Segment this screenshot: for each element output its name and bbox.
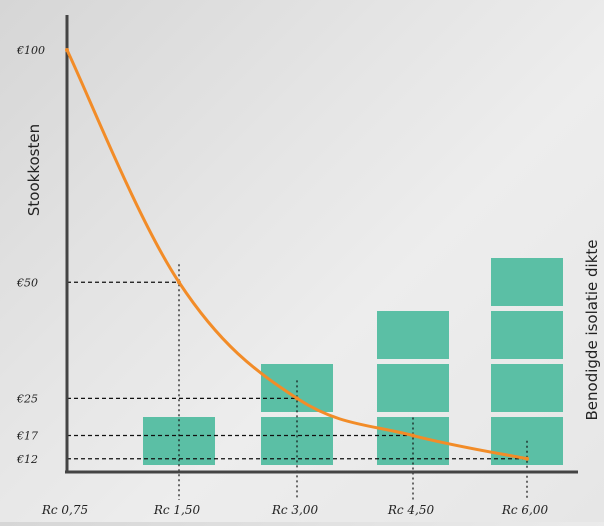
y-tick-labels: €100 €50 €25 €17 €12 [16, 44, 45, 466]
series-lines [65, 48, 529, 461]
x-tick-label: Rc 1,50 [153, 503, 201, 517]
insulation-block [261, 364, 333, 412]
x-tick-label: Rc 6,00 [501, 503, 549, 517]
axes [65, 15, 578, 474]
y-tick-label: €12 [16, 453, 38, 466]
secondary-y-axis-label: Benodigde isolatie dikte [583, 240, 601, 421]
data-point [525, 456, 529, 461]
y-tick-label: €17 [16, 430, 38, 443]
data-point [177, 280, 181, 285]
data-point [411, 433, 415, 438]
x-tick-label: Rc 3,00 [271, 503, 319, 517]
x-tick-label: Rc 4,50 [387, 503, 435, 517]
insulation-block [491, 258, 563, 306]
data-point [295, 396, 299, 401]
data-point [65, 48, 69, 52]
y-tick-label: €50 [16, 276, 38, 289]
x-tick-labels: Rc 0,75 Rc 1,50 Rc 3,00 Rc 4,50 Rc 6,00 [41, 503, 549, 517]
cost-line [65, 49, 528, 461]
insulation-block [377, 364, 449, 412]
insulation-block [491, 311, 563, 359]
y-tick-label: €25 [16, 392, 38, 405]
insulation-block [491, 364, 563, 412]
y-axis-label: Stookkosten [25, 124, 43, 216]
insulation-blocks [143, 258, 563, 465]
x-tick-label: Rc 0,75 [41, 503, 88, 517]
insulation-block [377, 311, 449, 359]
guide-lines [67, 264, 528, 500]
y-tick-label: €100 [16, 44, 45, 57]
